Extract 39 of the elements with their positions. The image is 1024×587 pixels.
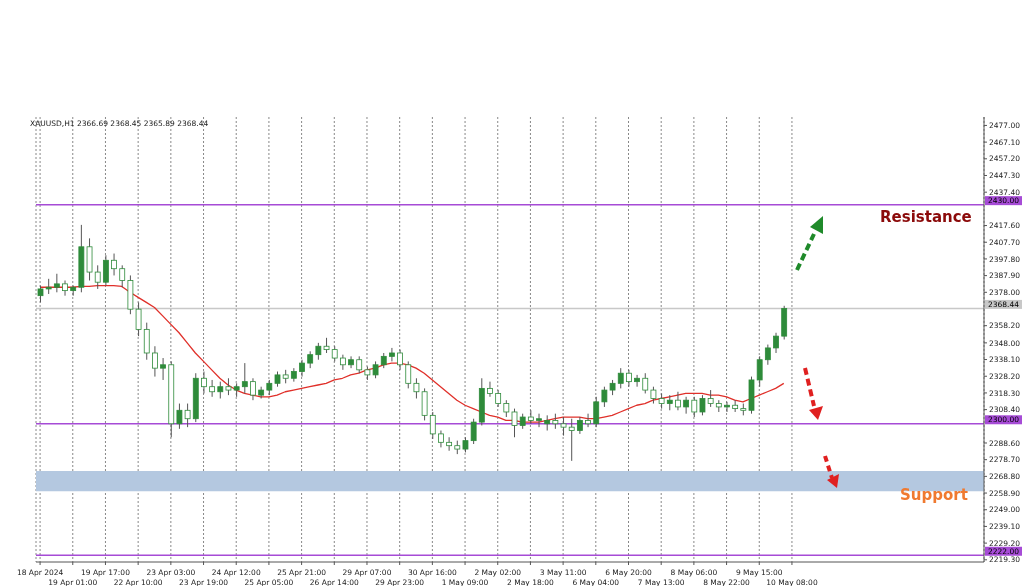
candlestick bbox=[405, 360, 412, 389]
candlestick bbox=[152, 345, 158, 378]
candlestick bbox=[241, 362, 248, 394]
annotation: Support bbox=[900, 486, 968, 504]
candlestick bbox=[756, 355, 763, 388]
candlestick bbox=[764, 344, 771, 366]
candlestick bbox=[568, 418, 575, 462]
candlestick bbox=[724, 401, 730, 413]
candlestick bbox=[339, 354, 346, 371]
candlestick bbox=[446, 436, 453, 452]
candlestick bbox=[617, 367, 624, 389]
candlestick bbox=[53, 273, 60, 293]
candlestick bbox=[487, 381, 493, 398]
candlestick bbox=[691, 396, 698, 418]
candlestick bbox=[634, 374, 640, 388]
candlestick bbox=[773, 332, 779, 354]
candlestick bbox=[675, 391, 681, 411]
candlestick bbox=[429, 411, 436, 440]
candlestick bbox=[143, 322, 150, 361]
candlestick bbox=[348, 355, 354, 369]
candlestick bbox=[250, 377, 256, 401]
candlestick bbox=[160, 357, 166, 381]
candlestick bbox=[102, 254, 109, 287]
candlestick bbox=[62, 280, 68, 297]
annotation: Resistance bbox=[880, 208, 972, 226]
candlestick bbox=[593, 396, 600, 428]
candlestick bbox=[209, 379, 216, 398]
candlestick bbox=[683, 396, 690, 415]
candlestick bbox=[111, 253, 117, 276]
candlestick bbox=[585, 413, 591, 428]
candlestick bbox=[397, 349, 403, 371]
candlestick bbox=[119, 264, 126, 288]
candlestick bbox=[94, 264, 101, 290]
candlestick bbox=[536, 413, 542, 428]
candlestick bbox=[389, 347, 395, 362]
candlestick bbox=[626, 369, 632, 388]
candlestick bbox=[201, 371, 207, 394]
candlestick bbox=[511, 408, 518, 438]
candlestick bbox=[642, 372, 649, 394]
